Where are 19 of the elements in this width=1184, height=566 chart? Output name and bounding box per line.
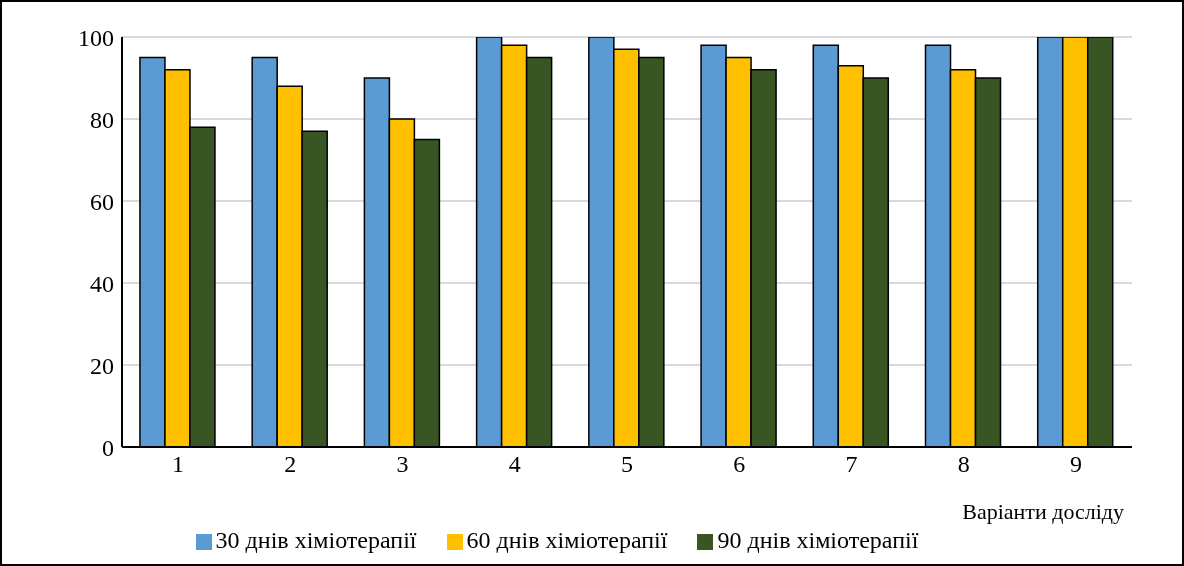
x-tick-label: 7 — [845, 451, 858, 478]
x-tick-label: 8 — [957, 451, 970, 478]
x-tick-label: 4 — [508, 451, 521, 478]
x-tick-label: 5 — [621, 451, 633, 478]
x-tick-label: 1 — [172, 451, 185, 478]
y-tick-label: 0 — [102, 434, 114, 461]
legend-label: 30 днів хіміотерапії — [215, 527, 417, 553]
x-tick-label: 3 — [396, 451, 409, 478]
y-tick-label: 100 — [78, 24, 114, 51]
y-tick-label: 80 — [90, 106, 114, 133]
legend-label: 60 днів хіміотерапії — [466, 527, 668, 553]
y-tick-label: 20 — [90, 352, 114, 379]
y-tick-label: 40 — [90, 270, 114, 297]
x-tick-label: 6 — [733, 451, 746, 478]
x-tick-label: 2 — [284, 451, 297, 478]
y-tick-label: 60 — [90, 188, 114, 215]
x-tick-label: 9 — [1069, 451, 1082, 478]
x-axis-title: Варіанти досліду — [962, 499, 1124, 524]
legend-label: 90 днів хіміотерапії — [717, 527, 919, 553]
